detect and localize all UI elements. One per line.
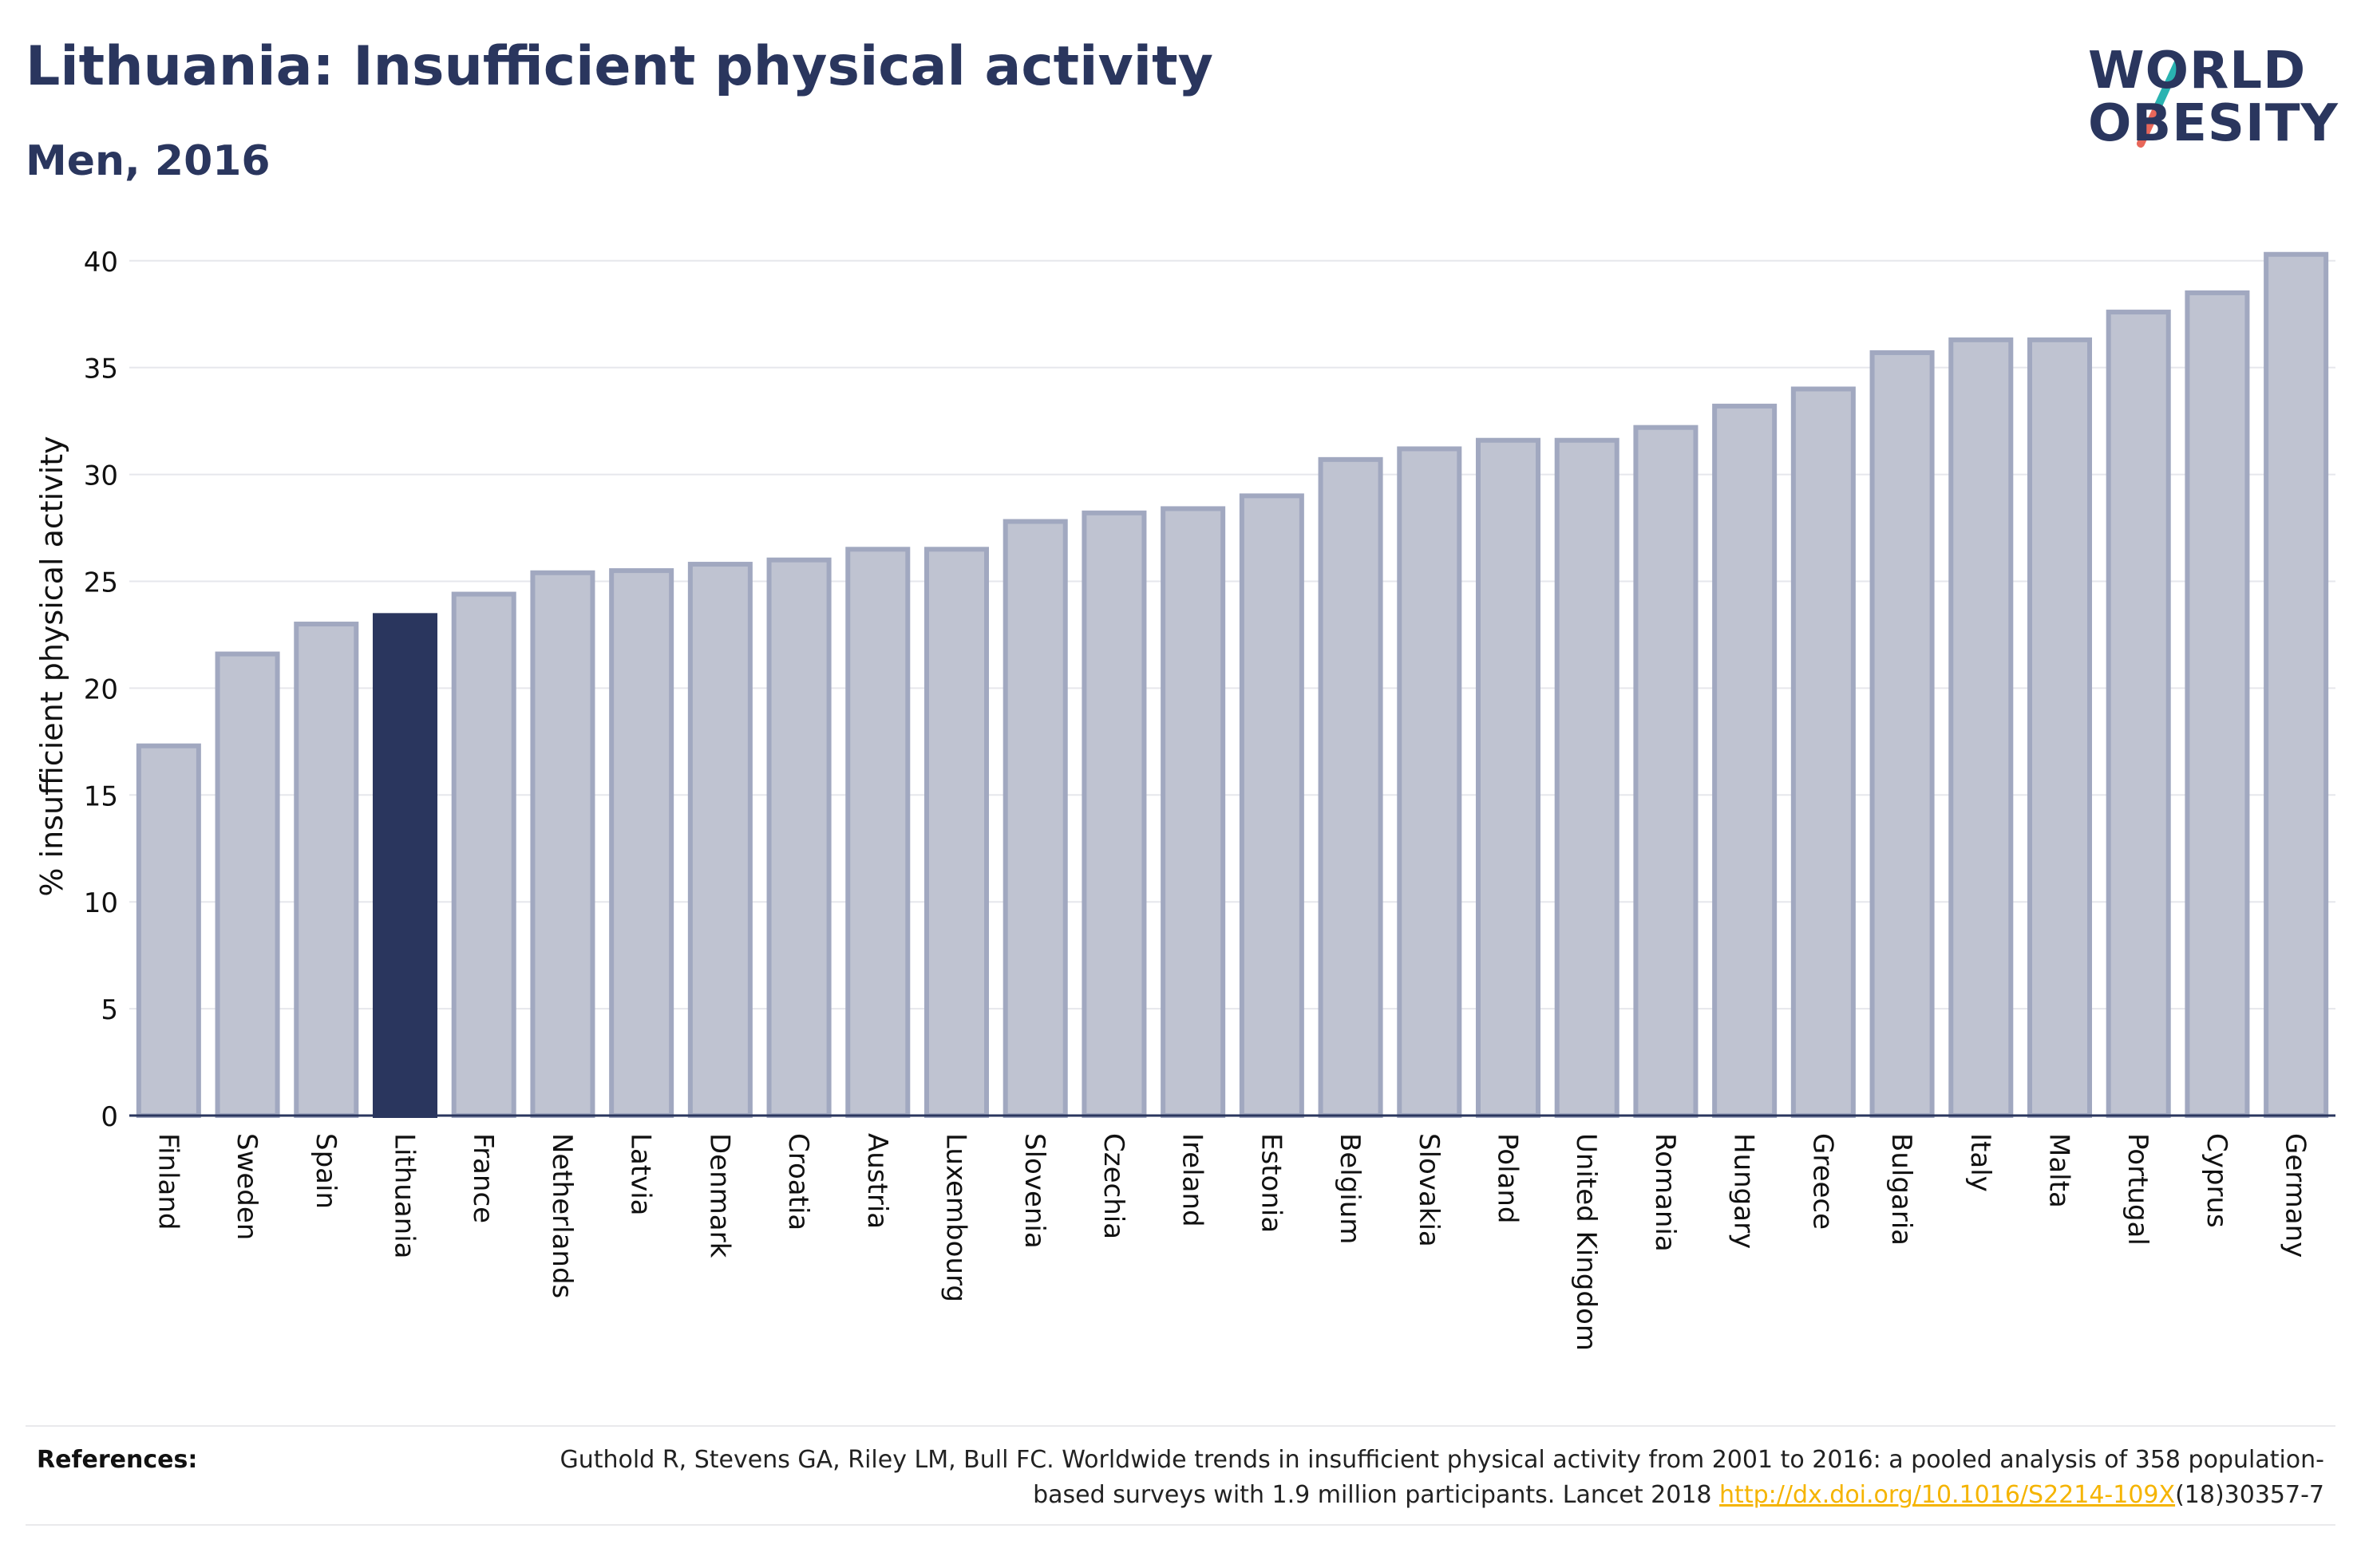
references-label: References:	[37, 1446, 198, 1474]
bar-czechia[interactable]	[1082, 510, 1147, 1119]
bar-belgium[interactable]	[1318, 456, 1383, 1118]
bars	[136, 251, 2329, 1119]
reference-suffix: (18)30357-7	[2175, 1481, 2324, 1509]
bar-poland[interactable]	[1475, 437, 1541, 1118]
y-tick-label: 25	[84, 567, 118, 598]
chart-subtitle: Men, 2016	[26, 137, 271, 185]
world-obesity-logo: WORLD OBESITY	[2075, 32, 2347, 168]
bar-finland[interactable]	[136, 743, 201, 1118]
references-bottom-divider	[26, 1524, 2335, 1526]
bar-portugal[interactable]	[2106, 310, 2171, 1119]
bar-ireland[interactable]	[1161, 506, 1226, 1118]
x-tick-label: Cyprus	[2201, 1133, 2232, 1228]
bar-latvia[interactable]	[609, 568, 674, 1119]
x-tick-label: Netherlands	[546, 1133, 578, 1298]
axes: 0 5 10 15 20 25 30 35 40 Finland Sweden Spain Lithua…	[84, 247, 2335, 1351]
x-tick-label: Italy	[1964, 1133, 1996, 1192]
x-tick-label: Belgium	[1334, 1133, 1366, 1244]
logo-word-world: WORLD	[2088, 41, 2307, 101]
x-tick-label: Finland	[152, 1133, 184, 1230]
x-tick-label: Portugal	[2122, 1133, 2153, 1246]
x-tick-label: Spain	[310, 1133, 342, 1209]
x-tick-label: Poland	[1492, 1133, 1524, 1224]
x-tick-label: France	[467, 1133, 499, 1223]
x-tick-label: Hungary	[1728, 1133, 1760, 1249]
x-tick-label: United Kingdom	[1570, 1133, 1602, 1351]
y-tick-label: 0	[101, 1101, 118, 1133]
bar-bulgaria[interactable]	[1869, 350, 1935, 1118]
x-tick-label: Latvia	[625, 1133, 657, 1216]
x-tick-label: Malta	[2043, 1133, 2075, 1208]
bar-cyprus[interactable]	[2185, 290, 2250, 1119]
bar-hungary[interactable]	[1712, 403, 1778, 1118]
logo-word-obesity: OBESITY	[2088, 94, 2339, 153]
logo-slash-icon	[2137, 60, 2181, 148]
x-tick-label: Czechia	[1097, 1133, 1129, 1239]
bar-spain[interactable]	[294, 622, 359, 1118]
y-tick-label: 20	[84, 673, 118, 705]
bar-luxembourg[interactable]	[923, 547, 990, 1118]
y-axis-label: % insufficient physical activity	[34, 436, 69, 896]
x-tick-label: Slovakia	[1413, 1133, 1445, 1247]
bar-france[interactable]	[451, 591, 516, 1118]
y-tick-label: 15	[84, 780, 118, 812]
bar-chart: 0 5 10 15 20 25 30 35 40 Finland Sweden Spain Lithua…	[34, 247, 2335, 1351]
bar-lithuania[interactable]	[372, 613, 438, 1118]
references-text: Guthold R, Stevens GA, Riley LM, Bull FC…	[528, 1443, 2324, 1513]
bar-denmark[interactable]	[687, 562, 753, 1118]
y-tick-label: 35	[84, 353, 118, 385]
references-top-divider	[26, 1425, 2335, 1427]
x-tick-label: Romania	[1649, 1133, 1681, 1252]
bar-italy[interactable]	[1948, 337, 2014, 1118]
reference-citation: Guthold R, Stevens GA, Riley LM, Bull FC…	[560, 1446, 2324, 1509]
x-tick-label: Denmark	[703, 1133, 735, 1258]
x-tick-label: Sweden	[231, 1133, 263, 1240]
y-tick-label: 40	[84, 247, 118, 278]
chart-title: Lithuania: Insufficient physical activit…	[26, 35, 1213, 98]
x-tick-label: Slovenia	[1018, 1133, 1050, 1249]
x-tick-label: Bulgaria	[1885, 1133, 1917, 1246]
y-tick-label: 10	[84, 887, 118, 919]
bar-romania[interactable]	[1633, 425, 1699, 1119]
bar-croatia[interactable]	[766, 557, 832, 1118]
bar-estonia[interactable]	[1239, 493, 1304, 1118]
x-tick-label: Croatia	[782, 1133, 814, 1230]
bar-netherlands[interactable]	[530, 570, 595, 1118]
x-tick-label: Ireland	[1177, 1133, 1208, 1227]
x-tick-label: Lithuania	[389, 1133, 421, 1258]
bar-malta[interactable]	[2027, 337, 2093, 1118]
x-tick-label: Germany	[2280, 1133, 2312, 1258]
reference-doi-link[interactable]: http://dx.doi.org/10.1016/S2214-109X	[1719, 1481, 2176, 1509]
x-tick-label: Estonia	[1255, 1133, 1287, 1233]
y-tick-label: 30	[84, 460, 118, 492]
bar-slovakia[interactable]	[1397, 446, 1462, 1118]
y-tick-label: 5	[101, 994, 118, 1026]
bar-germany[interactable]	[2264, 251, 2329, 1119]
bar-austria[interactable]	[845, 547, 911, 1118]
x-tick-label: Austria	[861, 1133, 893, 1229]
bar-greece[interactable]	[1790, 386, 1856, 1118]
bar-slovenia[interactable]	[1003, 519, 1068, 1118]
x-tick-label: Luxembourg	[940, 1133, 972, 1302]
x-tick-label: Greece	[1806, 1133, 1838, 1230]
bar-sweden[interactable]	[215, 651, 280, 1118]
bar-united-kingdom[interactable]	[1554, 437, 1619, 1118]
